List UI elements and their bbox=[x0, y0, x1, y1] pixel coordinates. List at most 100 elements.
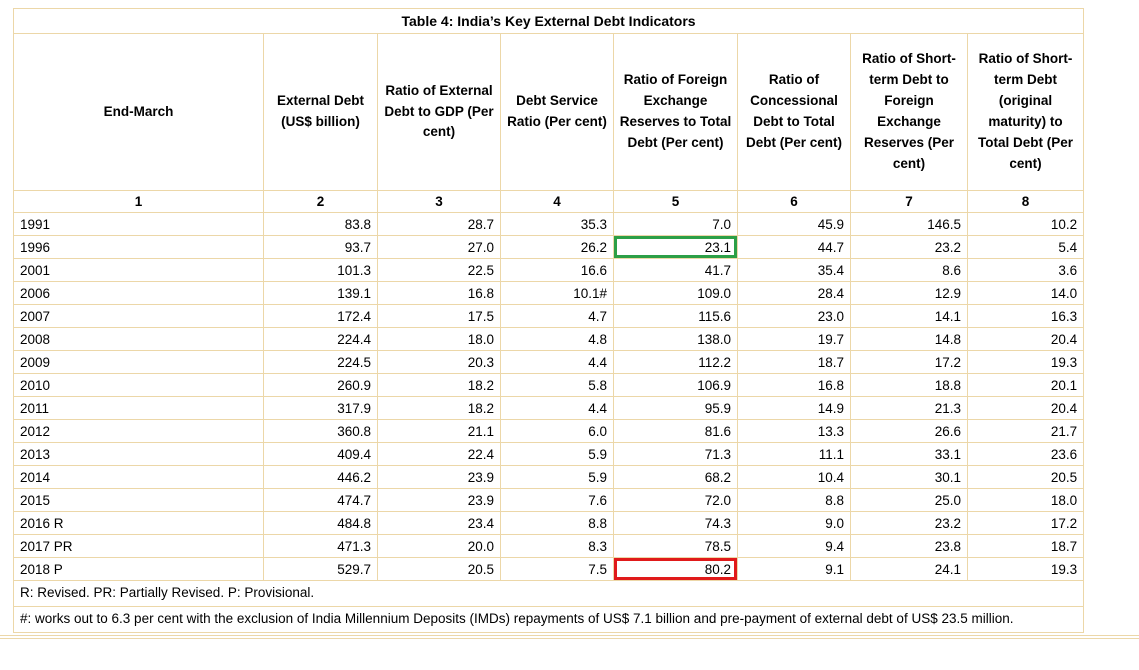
year-cell: 2013 bbox=[13, 442, 264, 466]
table-row: 1996 93.7 27.0 26.2 23.1 44.7 23.2 5.4 bbox=[13, 235, 1085, 259]
data-cell: 16.8 bbox=[737, 373, 851, 397]
data-cell: 12.9 bbox=[850, 281, 968, 305]
column-header: Ratio of External Debt to GDP (Per cent) bbox=[377, 33, 501, 191]
column-number: 6 bbox=[737, 190, 851, 213]
table-row: 2007 172.4 17.5 4.7 115.6 23.0 14.1 16.3 bbox=[13, 304, 1085, 328]
column-header: Ratio of Short-term Debt to Foreign Exch… bbox=[850, 33, 968, 191]
data-cell: 21.7 bbox=[966, 419, 1085, 443]
data-cell: 260.9 bbox=[263, 373, 378, 397]
data-cell: 27.0 bbox=[377, 235, 501, 259]
data-cell: 8.3 bbox=[500, 534, 614, 558]
year-cell: 2007 bbox=[13, 304, 264, 328]
data-cell: 72.0 bbox=[613, 488, 738, 512]
data-cell: 471.3 bbox=[263, 534, 378, 558]
year-cell: 2010 bbox=[13, 373, 264, 397]
data-cell: 18.0 bbox=[377, 327, 501, 351]
table-row: 2012 360.8 21.1 6.0 81.6 13.3 26.6 21.7 bbox=[13, 419, 1085, 443]
data-cell: 7.0 bbox=[613, 212, 738, 236]
data-cell: 21.3 bbox=[850, 396, 968, 420]
data-cell: 7.5 bbox=[500, 557, 614, 581]
data-cell: 28.4 bbox=[737, 281, 851, 305]
data-cell: 14.0 bbox=[966, 281, 1085, 305]
year-cell: 2006 bbox=[13, 281, 264, 305]
year-cell: 2009 bbox=[13, 350, 264, 374]
data-cell: 83.8 bbox=[263, 212, 378, 236]
data-cell: 44.7 bbox=[737, 235, 851, 259]
data-cell: 317.9 bbox=[263, 396, 378, 420]
data-cell: 18.2 bbox=[377, 396, 501, 420]
data-cell: 68.2 bbox=[613, 465, 738, 489]
data-cell: 23.4 bbox=[377, 511, 501, 535]
external-debt-indicators-table: Table 4: India’s Key External Debt Indic… bbox=[12, 8, 1085, 633]
data-cell: 21.1 bbox=[377, 419, 501, 443]
data-cell: 20.1 bbox=[966, 373, 1085, 397]
data-cell: 7.6 bbox=[500, 488, 614, 512]
column-header: End-March bbox=[13, 33, 264, 191]
column-header: Debt Service Ratio (Per cent) bbox=[500, 33, 614, 191]
data-cell: 16.6 bbox=[500, 258, 614, 282]
table-title: Table 4: India’s Key External Debt Indic… bbox=[12, 8, 1085, 34]
year-cell: 2001 bbox=[13, 258, 264, 282]
data-cell: 19.3 bbox=[966, 350, 1085, 374]
column-number: 3 bbox=[377, 190, 501, 213]
bottom-divider bbox=[0, 634, 1139, 639]
data-cell: 10.1# bbox=[500, 281, 614, 305]
data-cell: 23.9 bbox=[377, 488, 501, 512]
data-cell: 23.2 bbox=[850, 235, 968, 259]
data-cell: 22.4 bbox=[377, 442, 501, 466]
data-cell: 17.2 bbox=[850, 350, 968, 374]
data-cell: 20.3 bbox=[377, 350, 501, 374]
column-header: Ratio of Short-term Debt (original matur… bbox=[966, 33, 1085, 191]
column-number: 8 bbox=[966, 190, 1085, 213]
data-cell: 5.9 bbox=[500, 442, 614, 466]
data-cell: 23.8 bbox=[850, 534, 968, 558]
data-cell: 18.7 bbox=[966, 534, 1085, 558]
table-row: 2001 101.3 22.5 16.6 41.7 35.4 8.6 3.6 bbox=[13, 258, 1085, 282]
table-row: 2010 260.9 18.2 5.8 106.9 16.8 18.8 20.1 bbox=[13, 373, 1085, 397]
table-row: 2016 R 484.8 23.4 8.8 74.3 9.0 23.2 17.2 bbox=[13, 511, 1085, 535]
data-cell: 20.4 bbox=[966, 396, 1085, 420]
data-cell: 20.0 bbox=[377, 534, 501, 558]
data-cell: 8.8 bbox=[500, 511, 614, 535]
data-cell: 74.3 bbox=[613, 511, 738, 535]
data-cell: 45.9 bbox=[737, 212, 851, 236]
data-cell: 484.8 bbox=[263, 511, 378, 535]
data-cell: 172.4 bbox=[263, 304, 378, 328]
data-cell: 95.9 bbox=[613, 396, 738, 420]
data-cell: 8.8 bbox=[737, 488, 851, 512]
year-cell: 2011 bbox=[13, 396, 264, 420]
column-number: 4 bbox=[500, 190, 614, 213]
year-cell: 2016 R bbox=[13, 511, 264, 535]
table-row: 2008 224.4 18.0 4.8 138.0 19.7 14.8 20.4 bbox=[13, 327, 1085, 351]
data-cell: 9.1 bbox=[737, 557, 851, 581]
column-header: Ratio of Concessional Debt to Total Debt… bbox=[737, 33, 851, 191]
column-number: 1 bbox=[13, 190, 264, 213]
data-cell: 138.0 bbox=[613, 327, 738, 351]
year-cell: 2018 P bbox=[13, 557, 264, 581]
header-row: End-March External Debt (US$ billion) Rati… bbox=[13, 33, 1085, 191]
data-cell: 24.1 bbox=[850, 557, 968, 581]
data-cell: 35.4 bbox=[737, 258, 851, 282]
column-header: Ratio of Foreign Exchange Reserves to To… bbox=[613, 33, 738, 191]
table-row: 2009 224.5 20.3 4.4 112.2 18.7 17.2 19.3 bbox=[13, 350, 1085, 374]
data-cell: 14.1 bbox=[850, 304, 968, 328]
data-cell: 101.3 bbox=[263, 258, 378, 282]
table-row: 2014 446.2 23.9 5.9 68.2 10.4 30.1 20.5 bbox=[13, 465, 1085, 489]
data-cell: 26.6 bbox=[850, 419, 968, 443]
data-cell: 20.4 bbox=[966, 327, 1085, 351]
data-cell: 17.2 bbox=[966, 511, 1085, 535]
data-cell: 146.5 bbox=[850, 212, 968, 236]
table-row: 2018 P 529.7 20.5 7.5 80.2 9.1 24.1 19.3 bbox=[13, 557, 1085, 581]
data-cell: 81.6 bbox=[613, 419, 738, 443]
red-highlight-cell: 80.2 bbox=[613, 557, 738, 581]
data-cell: 35.3 bbox=[500, 212, 614, 236]
data-cell: 33.1 bbox=[850, 442, 968, 466]
data-cell: 109.0 bbox=[613, 281, 738, 305]
data-cell: 17.5 bbox=[377, 304, 501, 328]
footnote-hash-explanation: #: works out to 6.3 per cent with the ex… bbox=[12, 605, 1085, 633]
data-cell: 23.6 bbox=[966, 442, 1085, 466]
table-row: 2017 PR 471.3 20.0 8.3 78.5 9.4 23.8 18.7 bbox=[13, 534, 1085, 558]
year-cell: 2008 bbox=[13, 327, 264, 351]
data-cell: 9.0 bbox=[737, 511, 851, 535]
